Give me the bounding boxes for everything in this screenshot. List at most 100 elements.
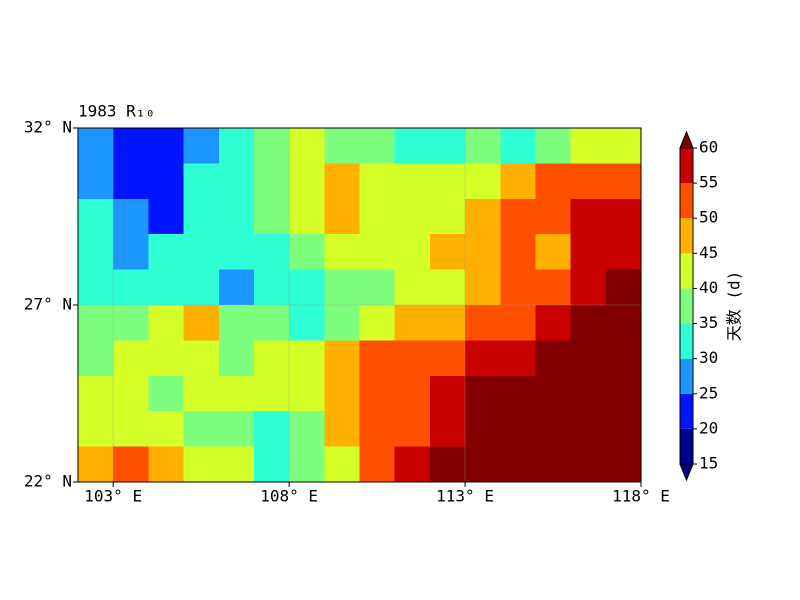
contour-cell	[500, 269, 536, 306]
contour-cell	[289, 234, 325, 271]
contour-cell	[148, 375, 185, 412]
colorbar-band	[680, 428, 693, 464]
colorbar-tick-label: 20	[699, 418, 718, 437]
contour-cell	[570, 375, 607, 412]
contour-cell	[78, 446, 114, 483]
contour-cell	[324, 163, 360, 200]
contour-cell	[253, 163, 290, 200]
colorbar-tick-label: 15	[699, 454, 718, 473]
contour-cell	[324, 375, 360, 412]
contour-cell	[500, 375, 536, 412]
contour-cell	[324, 446, 360, 483]
contour-cell	[394, 198, 431, 235]
contour-cell	[500, 446, 536, 483]
contour-cell	[289, 340, 325, 377]
contour-cell	[570, 163, 607, 200]
contour-cell	[183, 128, 220, 164]
contour-cell	[183, 163, 220, 200]
contour-cell	[253, 340, 290, 377]
colorbar-band	[680, 393, 693, 429]
contour-cell	[113, 163, 149, 200]
contour-cell	[429, 446, 466, 483]
contour-cell	[218, 375, 255, 412]
contour-cell	[394, 446, 431, 483]
contour-cell	[570, 411, 607, 448]
contour-cell	[289, 446, 325, 483]
contour-cell	[359, 446, 396, 483]
contour-cell	[535, 375, 572, 412]
contour-cell	[500, 340, 536, 377]
contour-cell	[570, 198, 607, 235]
contour-cell	[605, 446, 642, 483]
x-tick-label: 118° E	[612, 487, 670, 506]
contour-cell	[113, 234, 149, 271]
contour-cell	[535, 198, 572, 235]
contour-cell	[289, 269, 325, 306]
contour-cell	[289, 375, 325, 412]
contour-cell	[324, 128, 360, 164]
contour-cell	[605, 234, 642, 271]
contour-cell	[148, 305, 185, 341]
contour-cell	[359, 411, 396, 448]
y-tick-label: 22° N	[24, 472, 72, 491]
contour-cell	[570, 269, 607, 306]
colorbar-extend-max	[679, 130, 694, 149]
contour-cell	[78, 269, 114, 306]
contour-cell	[218, 163, 255, 200]
contour-cell	[359, 198, 396, 235]
contour-cell	[148, 234, 185, 271]
colorbar-tick-label: 40	[699, 278, 718, 297]
contour-cell	[113, 411, 149, 448]
colorbar-tick-label: 55	[699, 173, 718, 192]
contour-cell	[535, 234, 572, 271]
contour-cell	[394, 128, 431, 164]
contour-cell	[605, 340, 642, 377]
contour-cell	[465, 269, 501, 306]
contour-cell	[148, 198, 185, 235]
contour-cell	[605, 411, 642, 448]
contour-cell	[394, 234, 431, 271]
contour-cell	[359, 163, 396, 200]
colorbar-frame	[679, 147, 694, 465]
contour-cell	[218, 234, 255, 271]
colorbar-band	[680, 253, 693, 289]
contour-cell	[429, 375, 466, 412]
contour-cell	[394, 375, 431, 412]
contour-cell	[148, 128, 185, 164]
contour-cell	[183, 411, 220, 448]
contour-cell	[535, 128, 572, 164]
contour-cell	[429, 198, 466, 235]
colorbar-tick-label: 50	[699, 208, 718, 227]
contour-cell	[535, 269, 572, 306]
contour-cell	[218, 411, 255, 448]
contour-cell	[253, 198, 290, 235]
contour-cell	[218, 128, 255, 164]
contour-cell	[253, 446, 290, 483]
contour-cell	[183, 305, 220, 341]
contour-cell	[359, 375, 396, 412]
contour-cell	[429, 411, 466, 448]
contour-cell	[113, 305, 149, 341]
colorbar-band	[680, 183, 693, 219]
contour-cell	[253, 375, 290, 412]
contour-cell	[570, 446, 607, 483]
x-tick-label: 113° E	[436, 487, 494, 506]
contour-cell	[605, 198, 642, 235]
contour-cell	[429, 163, 466, 200]
contour-cell	[218, 269, 255, 306]
x-tick-label: 103° E	[84, 487, 142, 506]
contour-cell	[148, 163, 185, 200]
contour-cell	[465, 446, 501, 483]
contour-cell	[148, 340, 185, 377]
contour-cell	[429, 305, 466, 341]
colorbar-tick-label: 35	[699, 313, 718, 332]
colorbar-band	[680, 218, 693, 254]
contour-cell	[183, 269, 220, 306]
y-tick-label: 32° N	[24, 118, 72, 137]
contour-cell	[253, 269, 290, 306]
contour-cell	[113, 128, 149, 164]
colorbar-band	[680, 358, 693, 394]
contour-cell	[500, 411, 536, 448]
contour-cell	[183, 234, 220, 271]
contour-cell	[535, 446, 572, 483]
